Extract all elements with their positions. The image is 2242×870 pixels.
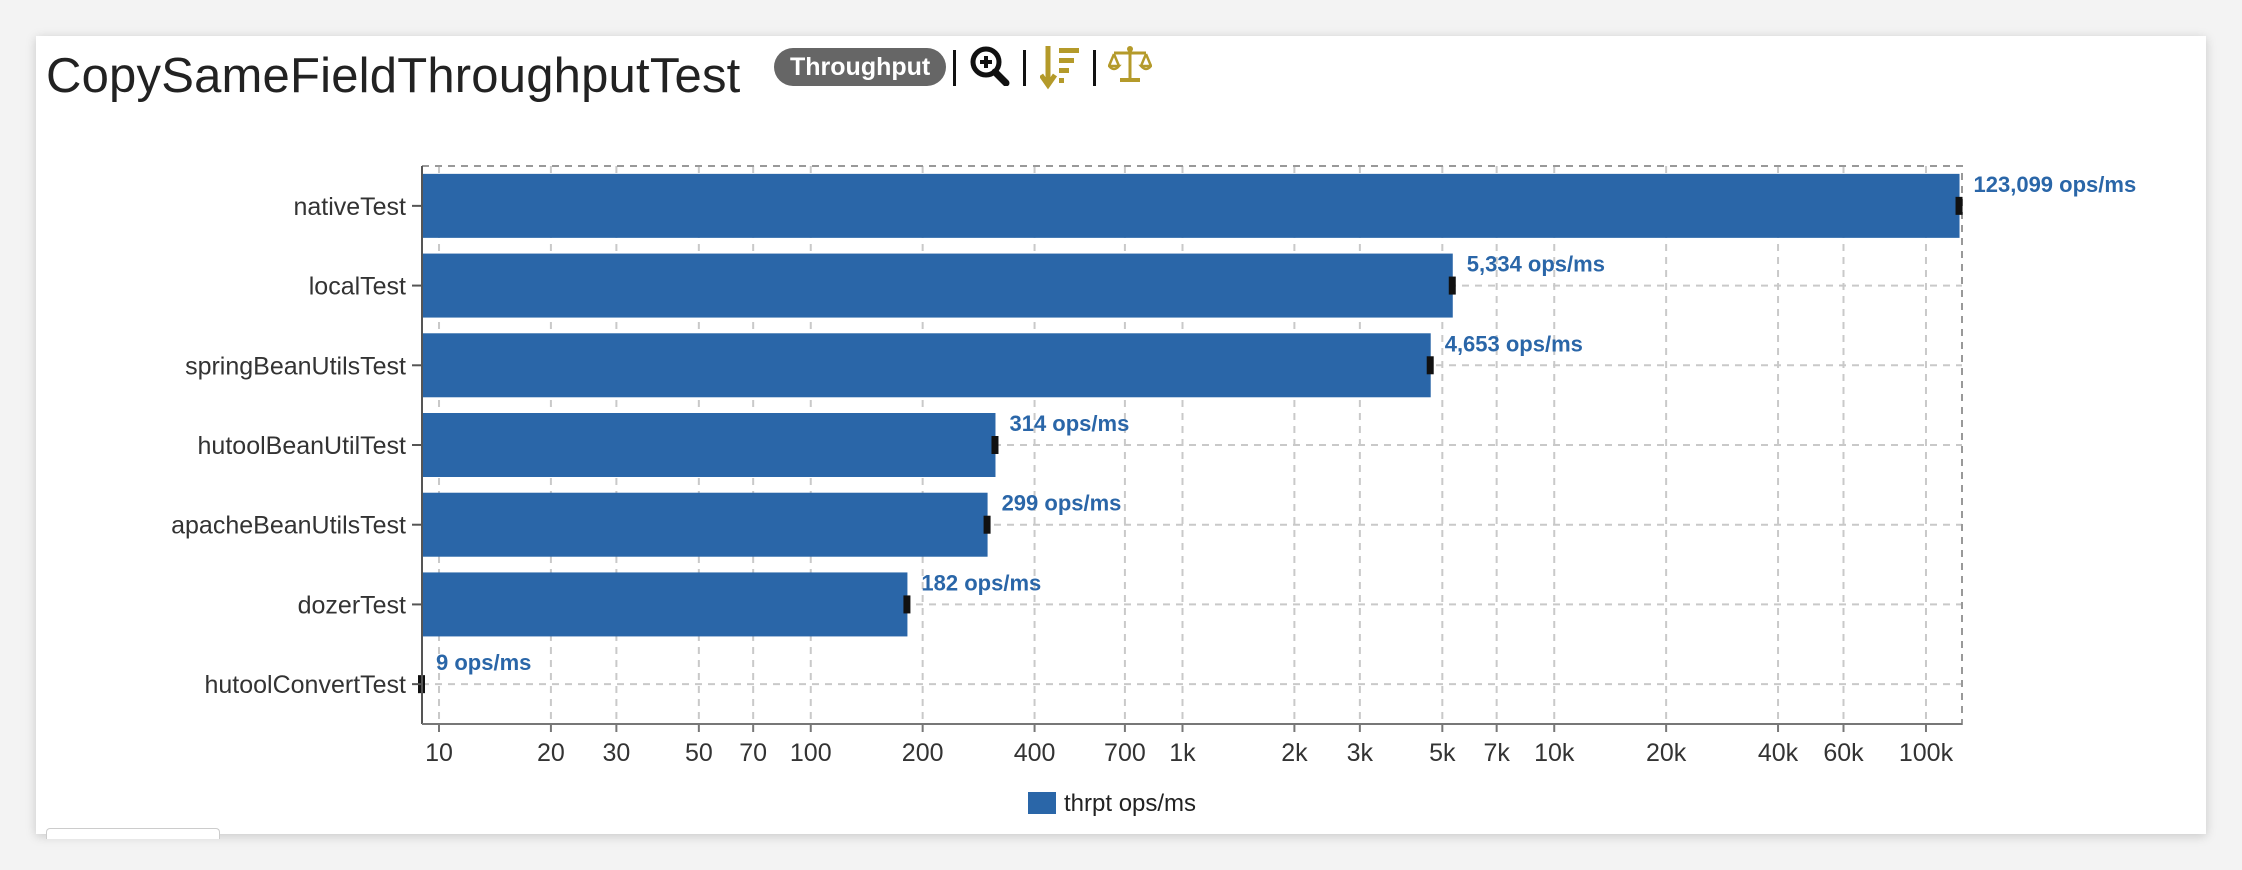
value-label: 182 ops/ms <box>921 570 1041 595</box>
category-label: hutoolBeanUtilTest <box>198 432 407 460</box>
sort-descending-icon[interactable] <box>1038 44 1080 95</box>
x-tick-label: 10 <box>425 739 453 767</box>
x-tick-label: 100k <box>1899 739 1954 767</box>
x-tick-label: 60k <box>1823 739 1864 767</box>
x-tick-label: 20 <box>537 739 565 767</box>
category-label: localTest <box>309 273 406 301</box>
balance-scale-icon[interactable] <box>1106 44 1154 91</box>
x-tick-label: 3k <box>1347 739 1374 767</box>
toolbar-separator <box>1093 50 1096 86</box>
x-tick-label: 2k <box>1281 739 1308 767</box>
value-label: 9 ops/ms <box>436 650 531 675</box>
x-tick-label: 30 <box>602 739 630 767</box>
x-tick-label: 10k <box>1534 739 1575 767</box>
error-bar <box>1448 276 1456 295</box>
value-label: 123,099 ops/ms <box>1974 172 2137 197</box>
x-tick-label: 70 <box>739 739 767 767</box>
category-label: dozerTest <box>298 591 406 619</box>
x-tick-label: 7k <box>1483 739 1510 767</box>
bar <box>422 253 1453 318</box>
value-label: 314 ops/ms <box>1009 411 1129 436</box>
bottom-tab[interactable] <box>46 828 220 839</box>
legend-swatch <box>1028 792 1056 814</box>
x-tick-label: 50 <box>685 739 713 767</box>
x-tick-label: 5k <box>1429 739 1456 767</box>
toolbar-separator <box>1023 50 1026 86</box>
error-bar <box>1955 196 1963 215</box>
error-bar <box>983 515 991 534</box>
category-label: apacheBeanUtilsTest <box>171 512 406 540</box>
category-label: hutoolConvertTest <box>204 671 406 699</box>
error-bar <box>1426 356 1434 375</box>
zoom-icon[interactable] <box>970 44 1010 91</box>
bar <box>422 413 996 477</box>
bar <box>422 173 1960 238</box>
x-tick-label: 40k <box>1758 739 1799 767</box>
x-tick-label: 20k <box>1646 739 1687 767</box>
x-tick-label: 1k <box>1169 739 1196 767</box>
x-tick-label: 400 <box>1014 739 1056 767</box>
category-label: nativeTest <box>293 193 406 221</box>
value-label: 299 ops/ms <box>1002 491 1122 516</box>
error-bar <box>903 595 911 614</box>
legend-label: thrpt ops/ms <box>1064 790 1196 817</box>
value-label: 4,653 ops/ms <box>1445 331 1583 356</box>
bar <box>422 333 1431 398</box>
category-label: springBeanUtilsTest <box>185 352 406 380</box>
x-tick-label: 200 <box>902 739 944 767</box>
toolbar-separator <box>953 50 956 86</box>
x-tick-label: 100 <box>790 739 832 767</box>
value-label: 5,334 ops/ms <box>1467 252 1605 277</box>
bar <box>422 572 908 637</box>
error-bar <box>991 436 999 454</box>
x-tick-label: 700 <box>1104 739 1146 767</box>
bar <box>422 492 988 557</box>
page-title: CopySameFieldThroughputTest <box>46 49 741 103</box>
mode-badge[interactable]: Throughput <box>774 48 947 86</box>
